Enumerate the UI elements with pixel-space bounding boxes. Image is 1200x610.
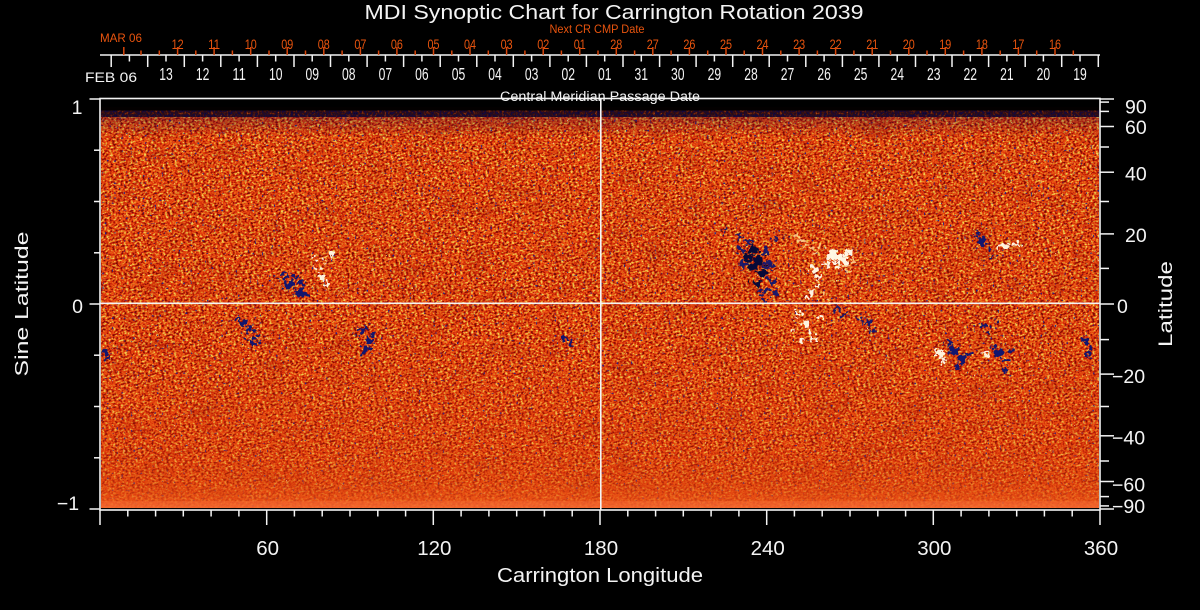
svg-text:Carrington Longitude: Carrington Longitude [497, 565, 703, 587]
svg-text:Central Meridian Passage Date: Central Meridian Passage Date [500, 89, 700, 104]
svg-text:240: 240 [751, 537, 785, 560]
svg-text:20: 20 [903, 36, 915, 52]
svg-text:−60: −60 [1112, 475, 1145, 497]
svg-text:03: 03 [501, 36, 513, 52]
svg-text:20: 20 [1037, 64, 1051, 84]
svg-text:01: 01 [598, 64, 612, 84]
svg-text:30: 30 [671, 64, 685, 84]
svg-text:19: 19 [939, 36, 951, 52]
svg-text:09: 09 [281, 36, 293, 52]
svg-text:06: 06 [391, 36, 403, 52]
svg-text:24: 24 [757, 36, 769, 52]
svg-text:300: 300 [917, 537, 951, 560]
svg-text:06: 06 [415, 64, 429, 84]
svg-text:MAR 06: MAR 06 [100, 31, 142, 45]
svg-text:10: 10 [245, 36, 257, 52]
svg-text:01: 01 [574, 36, 586, 52]
svg-text:40: 40 [1125, 164, 1147, 186]
svg-text:11: 11 [232, 64, 246, 84]
svg-text:180: 180 [584, 537, 618, 560]
svg-text:MDI Synoptic Chart for Carring: MDI Synoptic Chart for Carrington Rotati… [365, 2, 864, 24]
svg-text:22: 22 [964, 64, 978, 84]
svg-text:02: 02 [561, 64, 575, 84]
svg-text:26: 26 [817, 64, 831, 84]
svg-text:60: 60 [1125, 117, 1147, 139]
svg-text:08: 08 [342, 64, 356, 84]
svg-text:13: 13 [159, 64, 173, 84]
svg-text:19: 19 [1073, 64, 1087, 84]
svg-text:FEB 06: FEB 06 [85, 69, 137, 85]
svg-text:28: 28 [744, 64, 758, 84]
svg-text:21: 21 [1000, 64, 1014, 84]
svg-text:02: 02 [537, 36, 549, 52]
svg-text:29: 29 [708, 64, 722, 84]
svg-text:11: 11 [208, 36, 220, 52]
svg-text:−40: −40 [1112, 428, 1145, 450]
svg-text:28: 28 [610, 36, 622, 52]
svg-text:Sine Latitude: Sine Latitude [11, 232, 32, 377]
svg-text:21: 21 [866, 36, 878, 52]
svg-text:09: 09 [305, 64, 319, 84]
svg-text:23: 23 [927, 64, 941, 84]
svg-text:07: 07 [354, 36, 366, 52]
svg-text:26: 26 [683, 36, 695, 52]
svg-text:17: 17 [1012, 36, 1024, 52]
svg-text:27: 27 [781, 64, 795, 84]
svg-text:20: 20 [1125, 225, 1147, 247]
svg-text:360: 360 [1084, 537, 1118, 560]
svg-text:07: 07 [379, 64, 393, 84]
svg-text:−90: −90 [1112, 496, 1145, 518]
svg-text:0: 0 [72, 296, 83, 318]
svg-text:23: 23 [793, 36, 805, 52]
svg-text:−20: −20 [1112, 366, 1145, 388]
svg-text:−1: −1 [57, 493, 79, 515]
svg-text:Next CR CMP Date: Next CR CMP Date [550, 24, 645, 36]
svg-text:Latitude: Latitude [1155, 261, 1177, 347]
svg-text:05: 05 [452, 64, 466, 84]
svg-text:16: 16 [1049, 36, 1061, 52]
svg-text:1: 1 [72, 97, 83, 119]
svg-text:27: 27 [647, 36, 659, 52]
svg-text:04: 04 [488, 64, 502, 84]
svg-text:04: 04 [464, 36, 476, 52]
svg-text:90: 90 [1125, 97, 1147, 119]
svg-text:25: 25 [720, 36, 732, 52]
svg-text:25: 25 [854, 64, 868, 84]
svg-text:08: 08 [318, 36, 330, 52]
svg-text:18: 18 [976, 36, 988, 52]
svg-text:12: 12 [196, 64, 210, 84]
svg-text:12: 12 [172, 36, 184, 52]
svg-text:10: 10 [269, 64, 283, 84]
svg-text:22: 22 [830, 36, 842, 52]
svg-text:120: 120 [417, 537, 451, 560]
svg-text:24: 24 [890, 64, 904, 84]
svg-text:0: 0 [1117, 296, 1128, 318]
svg-text:31: 31 [635, 64, 649, 84]
svg-text:05: 05 [428, 36, 440, 52]
svg-text:60: 60 [256, 537, 279, 560]
svg-text:03: 03 [525, 64, 539, 84]
